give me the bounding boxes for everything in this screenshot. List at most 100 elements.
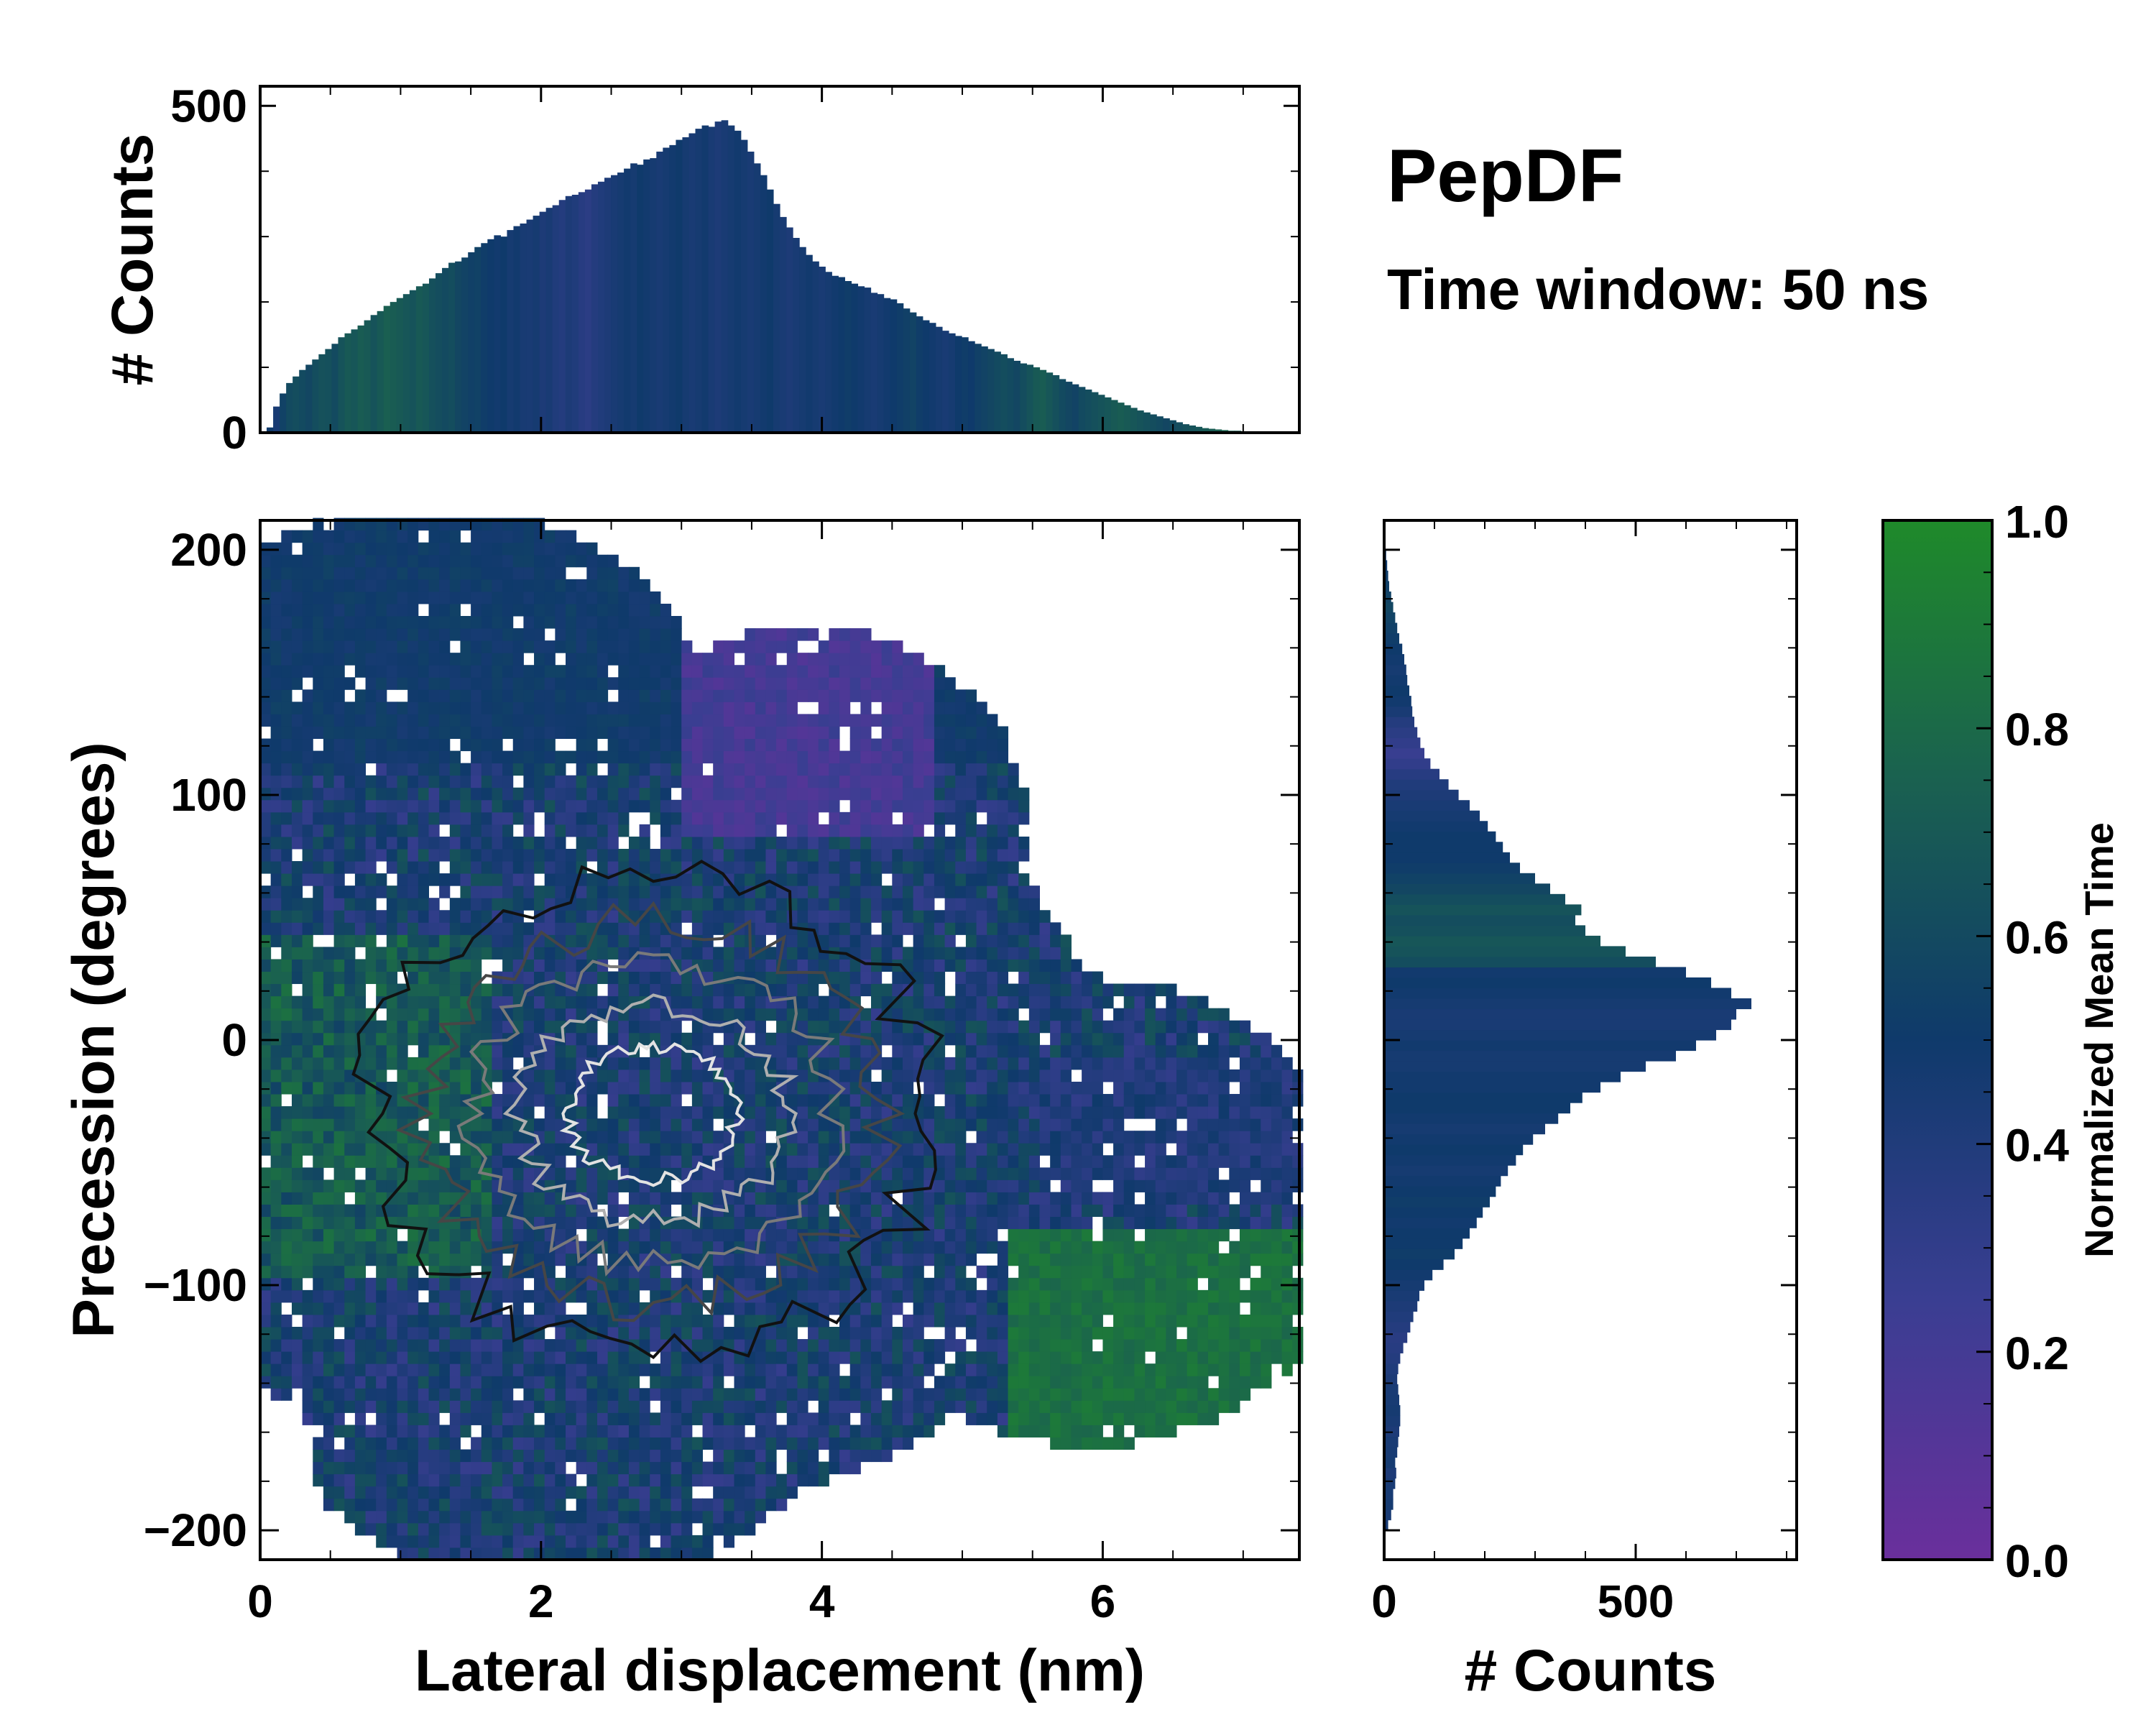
heatmap-cell xyxy=(460,1449,471,1463)
heatmap-cell xyxy=(596,628,609,641)
heatmap-cell xyxy=(512,1106,524,1119)
heatmap-cell xyxy=(671,799,682,813)
heatmap-cell xyxy=(471,1400,482,1413)
heatmap-cell xyxy=(323,750,335,764)
heatmap-cell xyxy=(397,799,408,813)
heatmap-cell xyxy=(618,1179,630,1192)
heatmap-cell xyxy=(881,1241,893,1254)
top-histogram-bar xyxy=(630,163,637,433)
heatmap-cell xyxy=(702,1008,714,1021)
heatmap-cell xyxy=(849,959,861,972)
heatmap-cell xyxy=(797,898,808,911)
heatmap-cell xyxy=(628,1461,640,1475)
heatmap-cell xyxy=(460,1400,471,1413)
heatmap-cell xyxy=(566,1425,577,1438)
heatmap-cell xyxy=(808,1118,819,1131)
heatmap-cell xyxy=(376,1179,387,1192)
heatmap-cell xyxy=(808,763,819,776)
heatmap-cell xyxy=(566,898,577,911)
heatmap-cell xyxy=(691,665,704,678)
heatmap-cell xyxy=(407,1167,419,1180)
top-histogram-bar xyxy=(617,172,625,433)
top-histogram-bar xyxy=(1189,425,1196,433)
heatmap-cell xyxy=(881,1192,893,1205)
heatmap-cell xyxy=(270,763,282,776)
heatmap-cell xyxy=(534,1522,545,1536)
heatmap-cell xyxy=(428,591,440,604)
heatmap-cell xyxy=(829,1216,840,1230)
heatmap-cell xyxy=(765,1094,777,1107)
heatmap-cell xyxy=(723,1253,734,1266)
heatmap-cell xyxy=(628,873,640,886)
heatmap-cell xyxy=(849,1277,861,1291)
heatmap-cell xyxy=(586,702,598,714)
heatmap-cell xyxy=(702,922,714,935)
heatmap-cell xyxy=(523,1498,535,1512)
heatmap-cell xyxy=(460,775,471,788)
heatmap-cell xyxy=(671,971,682,985)
heatmap-cell xyxy=(428,1216,440,1230)
heatmap-cell xyxy=(639,1547,650,1560)
heatmap-cell xyxy=(534,947,545,960)
heatmap-cell xyxy=(829,898,840,911)
heatmap-cell xyxy=(902,1057,914,1070)
heatmap-cell xyxy=(481,554,492,568)
heatmap-cell xyxy=(650,1449,661,1463)
heatmap-cell xyxy=(566,677,577,690)
heatmap-cell xyxy=(691,787,704,801)
heatmap-cell xyxy=(386,1535,398,1548)
heatmap-cell xyxy=(839,861,851,874)
heatmap-cell xyxy=(344,1289,356,1303)
heatmap-cell xyxy=(418,1461,429,1475)
heatmap-cell xyxy=(344,554,356,568)
heatmap-cell xyxy=(386,995,398,1009)
heatmap-cell xyxy=(871,1289,883,1303)
heatmap-cell xyxy=(808,1289,819,1303)
heatmap-cell xyxy=(281,861,292,874)
heatmap-cell xyxy=(534,1449,545,1463)
heatmap-cell xyxy=(481,1192,492,1205)
heatmap-cell xyxy=(618,579,630,592)
heatmap-cell xyxy=(260,738,272,752)
heatmap-cell xyxy=(523,873,535,886)
heatmap-cell xyxy=(923,1069,935,1082)
heatmap-cell xyxy=(881,922,893,935)
heatmap-cell xyxy=(281,971,292,985)
heatmap-cell xyxy=(923,665,935,678)
heatmap-cell xyxy=(449,1131,461,1144)
heatmap-cell xyxy=(386,799,398,813)
heatmap-cell xyxy=(723,787,734,801)
heatmap-cell xyxy=(407,1020,419,1034)
heatmap-cell xyxy=(829,1289,840,1303)
heatmap-cell xyxy=(428,1094,440,1107)
heatmap-cell xyxy=(365,1155,377,1168)
heatmap-cell xyxy=(291,1228,303,1242)
heatmap-cell xyxy=(428,787,440,801)
top-histogram-bar xyxy=(929,323,936,433)
top-histogram-bar xyxy=(948,333,956,433)
heatmap-cell xyxy=(681,1510,693,1524)
heatmap-cell xyxy=(313,1204,324,1218)
heatmap-cell xyxy=(397,640,408,653)
heatmap-cell xyxy=(492,1118,503,1131)
heatmap-cell xyxy=(681,1535,693,1548)
heatmap-cell xyxy=(481,628,492,641)
heatmap-cell xyxy=(734,1425,745,1438)
heatmap-cell xyxy=(650,1167,661,1180)
heatmap-cell xyxy=(344,824,356,837)
heatmap-cell xyxy=(407,542,419,556)
heatmap-cell xyxy=(860,1363,872,1376)
heatmap-cell xyxy=(354,983,367,997)
heatmap-cell xyxy=(923,995,935,1009)
heatmap-cell xyxy=(607,1339,619,1352)
heatmap-cell xyxy=(365,811,377,825)
heatmap-cell xyxy=(512,1179,524,1192)
heatmap-cell xyxy=(723,898,734,911)
heatmap-cell xyxy=(260,995,272,1009)
heatmap-cell xyxy=(460,763,471,776)
heatmap-cell xyxy=(628,1008,640,1021)
top-histogram-bar xyxy=(481,243,488,433)
heatmap-cell xyxy=(502,1522,514,1536)
heatmap-cell xyxy=(892,1277,903,1291)
heatmap-cell xyxy=(544,811,556,825)
